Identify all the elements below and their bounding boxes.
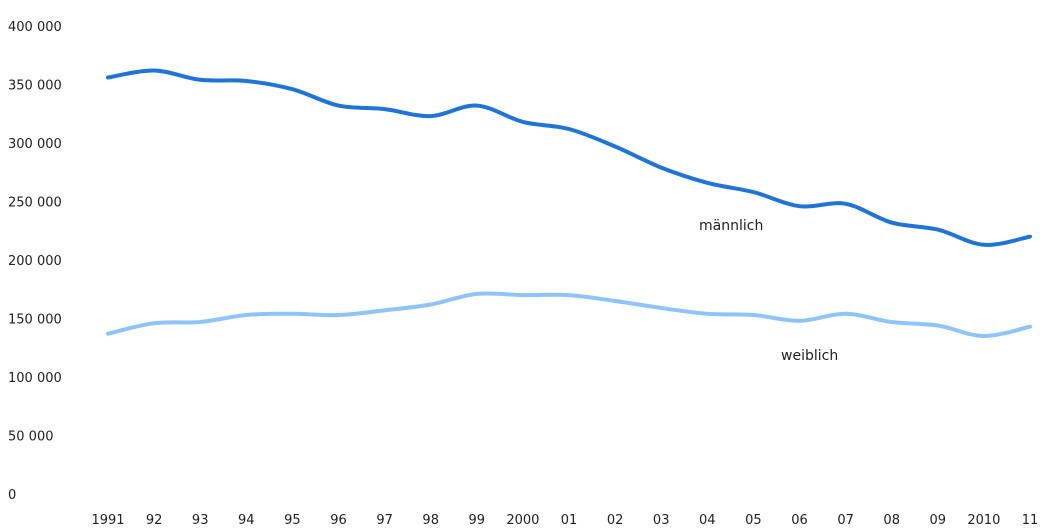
x-tick-label: 1991 [91,513,124,528]
x-tick-label: 07 [837,513,854,528]
series-label-maennlich: männlich [699,218,763,234]
y-tick-label: 0 [8,488,16,503]
y-tick-label: 350 000 [8,79,62,94]
x-tick-label: 93 [192,513,209,528]
x-tick-label: 2000 [506,513,539,528]
x-tick-label: 05 [745,513,762,528]
series-line-maennlich [106,68,1032,247]
x-tick-label: 09 [930,513,947,528]
y-tick-label: 200 000 [8,254,62,269]
x-tick-label: 11 [1022,513,1039,528]
x-axis-tick-labels: 1991 92 93 94 95 96 97 98 99 2000 01 02 03 04 05 06 07 08… [91,513,1038,528]
series-line-weiblich [106,291,1032,339]
y-tick-label: 100 000 [8,371,62,386]
x-tick-label: 01 [561,513,578,528]
y-tick-label: 50 000 [8,430,54,445]
x-tick-label: 06 [791,513,808,528]
y-tick-label: 250 000 [8,196,62,211]
y-tick-label: 300 000 [8,137,62,152]
x-tick-label: 04 [699,513,716,528]
x-tick-label: 94 [238,513,255,528]
x-tick-label: 98 [422,513,439,528]
x-tick-label: 2010 [967,513,1000,528]
x-tick-label: 03 [653,513,670,528]
y-tick-label: 400 000 [8,20,62,35]
x-tick-label: 99 [469,513,486,528]
x-tick-label: 96 [330,513,347,528]
series-label-weiblich: weiblich [781,348,838,364]
x-tick-label: 92 [146,513,163,528]
y-axis-tick-labels: 0 50 000 100 000 150 000 200 000 250 000 300 0… [8,20,62,503]
x-tick-label: 02 [607,513,624,528]
series-lines [106,68,1032,339]
x-tick-label: 95 [284,513,301,528]
x-tick-label: 08 [883,513,900,528]
y-tick-label: 150 000 [8,313,62,328]
x-tick-label: 97 [376,513,393,528]
